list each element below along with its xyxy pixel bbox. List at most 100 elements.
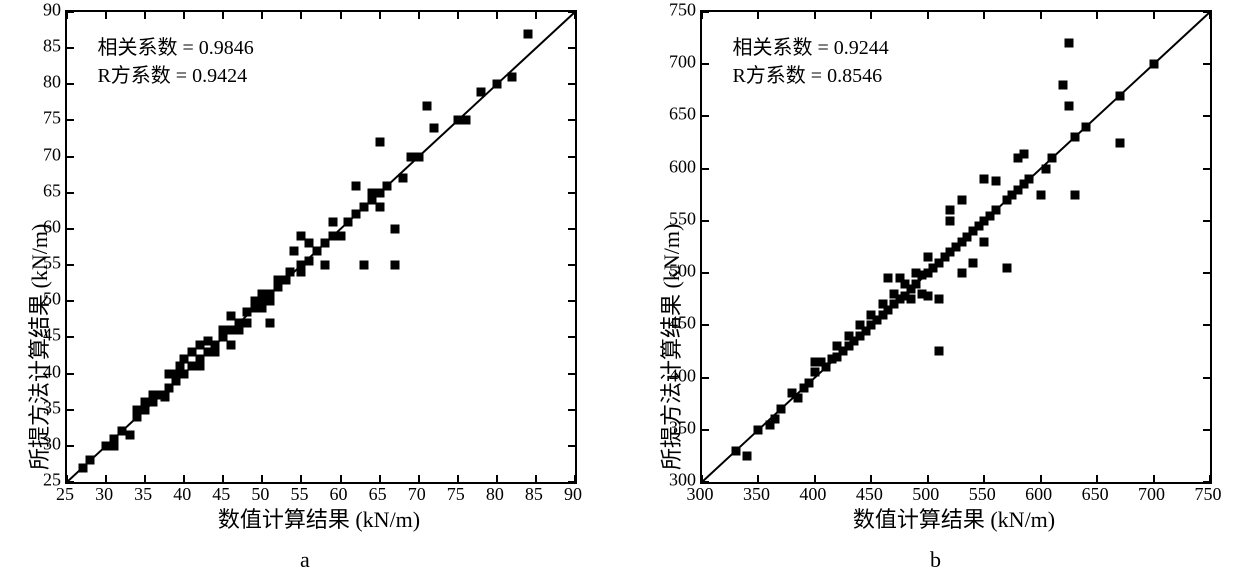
y-tick-label: 75	[43, 108, 61, 129]
data-point	[430, 123, 439, 132]
data-point	[754, 425, 763, 434]
x-tick-label: 500	[912, 484, 939, 505]
figure: 相关系数 = 0.9846R方系数 = 0.9424 所提方法计算结果 (kN/…	[0, 0, 1240, 573]
y-tick-label: 70	[43, 144, 61, 165]
data-point	[285, 268, 294, 277]
data-point	[946, 206, 955, 215]
data-point	[391, 261, 400, 270]
data-point	[822, 363, 831, 372]
x-tick-label: 55	[290, 484, 308, 505]
y-tick-label: 550	[669, 208, 696, 229]
y-tick-label: 45	[43, 325, 61, 346]
data-point	[980, 175, 989, 184]
r2-text: R方系数 = 0.9424	[97, 59, 247, 88]
panel-label-a: a	[300, 547, 310, 573]
data-point	[1002, 263, 1011, 272]
y-tick-label: 500	[669, 261, 696, 282]
y-tick-label: 90	[43, 0, 61, 21]
data-point	[422, 102, 431, 111]
data-point	[935, 295, 944, 304]
x-tick-label: 60	[330, 484, 348, 505]
y-tick-label: 450	[669, 313, 696, 334]
x-tick-label: 35	[134, 484, 152, 505]
data-point	[991, 206, 1000, 215]
x-tick-label: 300	[687, 484, 714, 505]
data-point	[946, 216, 955, 225]
data-point	[1019, 150, 1028, 159]
data-point	[957, 269, 966, 278]
correlation-text: 相关系数 = 0.9846	[97, 31, 253, 60]
correlation-text: 相关系数 = 0.9244	[732, 31, 888, 60]
y-tick-label: 40	[43, 361, 61, 382]
x-tick-label: 80	[486, 484, 504, 505]
data-point	[492, 80, 501, 89]
y-tick-label: 65	[43, 180, 61, 201]
x-tick-label: 40	[173, 484, 191, 505]
data-point	[86, 456, 95, 465]
data-point	[305, 257, 314, 266]
y-tick-label: 650	[669, 104, 696, 125]
data-point	[731, 446, 740, 455]
y-tick-label: 85	[43, 36, 61, 57]
y-tick-label: 60	[43, 216, 61, 237]
data-point	[923, 253, 932, 262]
x-tick-label: 550	[969, 484, 996, 505]
data-point	[289, 246, 298, 255]
x-tick-label: 700	[1138, 484, 1165, 505]
y-tick-label: 35	[43, 397, 61, 418]
data-point	[391, 224, 400, 233]
charts-row: 相关系数 = 0.9846R方系数 = 0.9424 所提方法计算结果 (kN/…	[0, 0, 1240, 540]
data-point	[359, 261, 368, 270]
data-point	[375, 138, 384, 147]
data-point	[125, 431, 134, 440]
x-tick-label: 350	[743, 484, 770, 505]
x-tick-label: 400	[799, 484, 826, 505]
plot-area-a: 相关系数 = 0.9846R方系数 = 0.9424	[65, 10, 577, 484]
chart-panel-a: 相关系数 = 0.9846R方系数 = 0.9424 所提方法计算结果 (kN/…	[0, 0, 620, 540]
data-point	[957, 196, 966, 205]
data-point	[777, 404, 786, 413]
data-point	[805, 378, 814, 387]
data-point	[461, 116, 470, 125]
data-point	[320, 261, 329, 270]
x-tick-label: 600	[1025, 484, 1052, 505]
data-point	[1047, 154, 1056, 163]
data-point	[477, 87, 486, 96]
y-tick-label: 750	[669, 0, 696, 21]
data-point	[375, 203, 384, 212]
data-point	[1025, 175, 1034, 184]
x-tick-label: 70	[408, 484, 426, 505]
data-point	[399, 174, 408, 183]
chart-panel-b: 相关系数 = 0.9244R方系数 = 0.8546 所提方法计算结果 (kN/…	[620, 0, 1240, 540]
x-tick-label: 50	[251, 484, 269, 505]
data-point	[328, 217, 337, 226]
data-point	[1149, 60, 1158, 69]
data-point	[1115, 138, 1124, 147]
data-point	[1064, 39, 1073, 48]
data-point	[771, 415, 780, 424]
data-point	[884, 274, 893, 283]
data-point	[793, 394, 802, 403]
y-tick-label: 350	[669, 417, 696, 438]
x-tick-label: 750	[1195, 484, 1222, 505]
x-tick-label: 25	[56, 484, 74, 505]
y-tick-label: 400	[669, 365, 696, 386]
data-point	[1081, 122, 1090, 131]
data-point	[242, 318, 251, 327]
data-point	[1070, 133, 1079, 142]
data-point	[1064, 102, 1073, 111]
data-point	[524, 29, 533, 38]
data-point	[810, 368, 819, 377]
x-axis-label-b: 数值计算结果 (kN/m)	[700, 502, 1208, 534]
y-tick-label: 700	[669, 52, 696, 73]
data-point	[906, 295, 915, 304]
x-tick-label: 65	[369, 484, 387, 505]
x-tick-label: 90	[564, 484, 582, 505]
data-point	[352, 181, 361, 190]
data-point	[1115, 91, 1124, 100]
data-point	[912, 279, 921, 288]
data-point	[968, 258, 977, 267]
data-point	[414, 152, 423, 161]
data-point	[227, 340, 236, 349]
x-tick-label: 650	[1082, 484, 1109, 505]
